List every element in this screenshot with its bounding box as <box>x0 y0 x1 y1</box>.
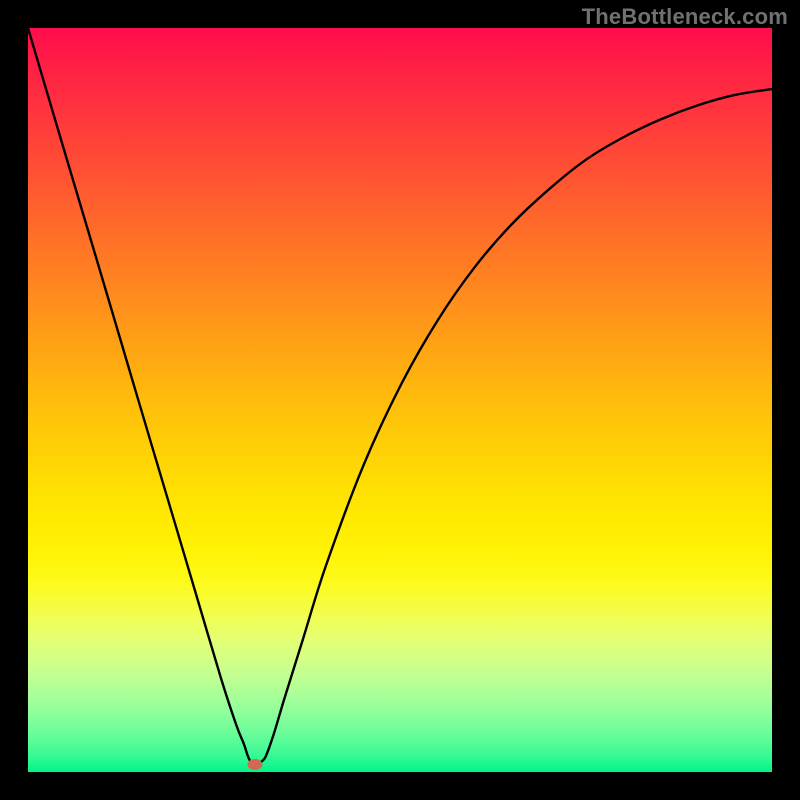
watermark-text: TheBottleneck.com <box>582 4 788 30</box>
chart-background <box>28 28 772 772</box>
minimum-marker <box>248 760 262 770</box>
chart-svg <box>28 28 772 772</box>
plot-area <box>28 28 772 772</box>
chart-frame: TheBottleneck.com <box>0 0 800 800</box>
